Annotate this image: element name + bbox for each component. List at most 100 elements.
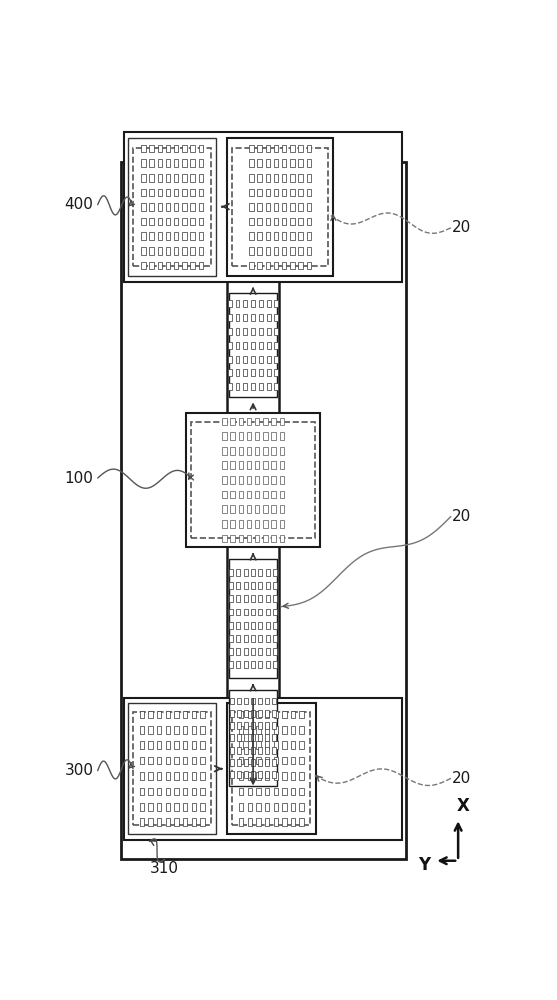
Bar <box>282 174 286 182</box>
Bar <box>244 648 248 655</box>
Bar <box>265 747 269 754</box>
Bar <box>255 447 260 455</box>
Bar <box>248 711 252 718</box>
Bar <box>282 189 286 196</box>
Bar <box>166 189 170 196</box>
Bar <box>259 328 263 335</box>
Bar <box>186 413 320 547</box>
Bar <box>299 218 303 225</box>
Bar <box>200 788 204 795</box>
Bar <box>280 461 284 469</box>
Bar <box>183 726 187 734</box>
Bar <box>231 771 234 778</box>
Bar <box>231 535 234 542</box>
Bar <box>236 328 240 335</box>
Bar <box>258 722 262 729</box>
Bar <box>174 145 178 152</box>
Bar <box>237 759 241 766</box>
Bar <box>273 635 277 642</box>
Bar <box>174 203 178 211</box>
Bar <box>273 803 278 811</box>
Bar <box>166 262 170 269</box>
Bar <box>266 262 270 269</box>
Bar <box>140 788 144 795</box>
Bar <box>249 174 253 182</box>
Bar <box>124 698 402 840</box>
Bar <box>192 818 196 826</box>
Bar <box>174 247 178 255</box>
Bar <box>157 803 162 811</box>
Bar <box>232 148 328 266</box>
Bar <box>165 711 170 718</box>
Bar <box>149 247 154 255</box>
Bar <box>157 757 162 764</box>
Bar <box>133 712 211 825</box>
Bar <box>228 314 232 321</box>
Bar <box>273 622 277 629</box>
Bar <box>238 432 243 440</box>
Bar <box>275 342 278 349</box>
Bar <box>231 734 234 741</box>
Bar <box>282 818 286 826</box>
Bar <box>306 262 311 269</box>
Bar <box>266 569 270 576</box>
Bar <box>229 595 233 602</box>
Bar <box>192 422 315 538</box>
Bar <box>244 595 248 602</box>
Bar <box>249 262 253 269</box>
Bar <box>265 722 269 729</box>
Bar <box>266 174 270 182</box>
Bar <box>263 505 267 513</box>
Bar <box>280 535 284 542</box>
Bar <box>158 174 162 182</box>
Bar <box>265 757 269 764</box>
Bar <box>274 189 278 196</box>
Bar <box>273 818 278 826</box>
Bar <box>274 203 278 211</box>
Bar <box>271 432 276 440</box>
Bar <box>266 635 270 642</box>
Bar <box>306 203 311 211</box>
Bar <box>248 741 252 749</box>
Bar <box>166 247 170 255</box>
Bar <box>306 232 311 240</box>
Bar <box>274 247 278 255</box>
Bar <box>275 328 278 335</box>
Bar <box>280 418 284 425</box>
Bar <box>271 418 276 425</box>
Bar <box>244 722 248 729</box>
Bar <box>248 788 252 795</box>
Bar <box>271 461 276 469</box>
Bar <box>231 710 234 717</box>
Bar <box>282 803 286 811</box>
Bar <box>291 803 295 811</box>
Bar <box>291 818 295 826</box>
Bar <box>266 622 270 629</box>
Bar <box>251 759 255 766</box>
Bar <box>121 162 407 859</box>
Bar <box>273 582 277 589</box>
Bar <box>257 159 262 167</box>
Bar <box>222 418 227 425</box>
Bar <box>282 145 286 152</box>
Bar <box>158 247 162 255</box>
Bar <box>192 803 196 811</box>
Bar <box>274 218 278 225</box>
Bar <box>273 648 277 655</box>
Bar <box>149 218 154 225</box>
Bar <box>248 803 252 811</box>
Bar <box>200 711 204 718</box>
Bar <box>273 726 278 734</box>
Bar <box>258 661 262 668</box>
Bar <box>291 726 295 734</box>
Bar <box>258 569 262 576</box>
Bar <box>251 747 255 754</box>
Bar <box>174 232 178 240</box>
Bar <box>274 159 278 167</box>
Bar <box>306 145 311 152</box>
Bar <box>272 747 276 754</box>
Bar <box>247 461 251 469</box>
Bar <box>228 342 232 349</box>
Bar <box>199 159 203 167</box>
Bar <box>251 314 255 321</box>
